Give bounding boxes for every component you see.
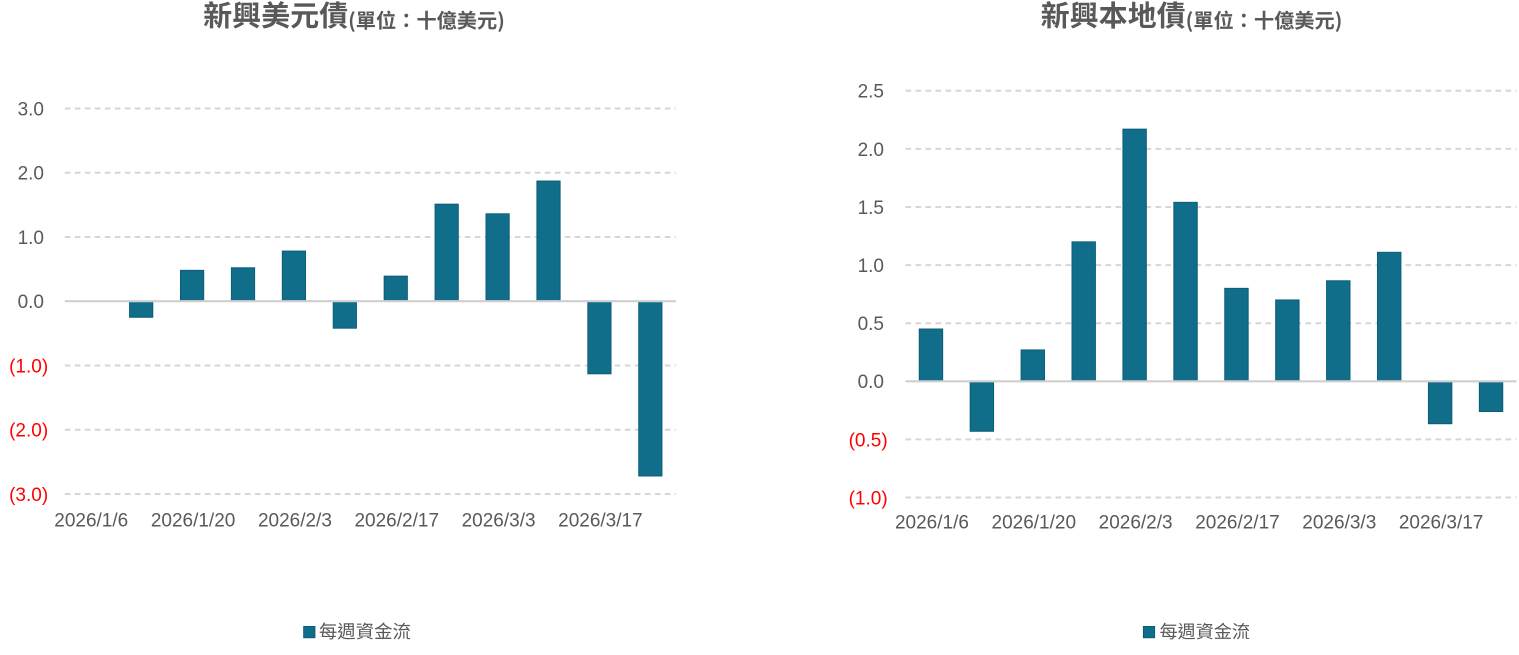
svg-text:2026/1/20: 2026/1/20 (992, 512, 1077, 533)
svg-text:2026/3/17: 2026/3/17 (558, 510, 643, 531)
svg-text:0.0: 0.0 (858, 372, 884, 393)
svg-text:2.0: 2.0 (858, 140, 884, 161)
svg-text:2026/2/17: 2026/2/17 (354, 510, 439, 531)
svg-text:3.0: 3.0 (18, 99, 44, 120)
svg-text:2026/3/3: 2026/3/3 (462, 510, 536, 531)
svg-text:1.0: 1.0 (18, 228, 44, 249)
svg-text:2026/1/6: 2026/1/6 (54, 510, 128, 531)
svg-text:2026/2/3: 2026/2/3 (1099, 512, 1173, 533)
svg-text:2026/2/17: 2026/2/17 (1195, 512, 1280, 533)
svg-text:2.0: 2.0 (18, 164, 44, 185)
svg-text:2.5: 2.5 (858, 82, 884, 103)
svg-text:2026/3/3: 2026/3/3 (1302, 512, 1376, 533)
svg-text:2026/1/20: 2026/1/20 (151, 510, 236, 531)
svg-text:1.0: 1.0 (858, 256, 884, 277)
svg-text:2026/2/3: 2026/2/3 (258, 510, 332, 531)
svg-text:1.5: 1.5 (858, 198, 884, 219)
svg-text:(1.0): (1.0) (9, 356, 48, 377)
svg-text:(3.0): (3.0) (9, 485, 48, 506)
svg-text:2026/1/6: 2026/1/6 (895, 512, 969, 533)
svg-text:(0.5): (0.5) (849, 430, 888, 451)
svg-text:2026/3/17: 2026/3/17 (1399, 512, 1484, 533)
svg-text:(2.0): (2.0) (9, 421, 48, 442)
svg-text:0.5: 0.5 (858, 314, 884, 335)
svg-text:0.0: 0.0 (18, 292, 44, 313)
svg-text:(1.0): (1.0) (849, 488, 888, 509)
